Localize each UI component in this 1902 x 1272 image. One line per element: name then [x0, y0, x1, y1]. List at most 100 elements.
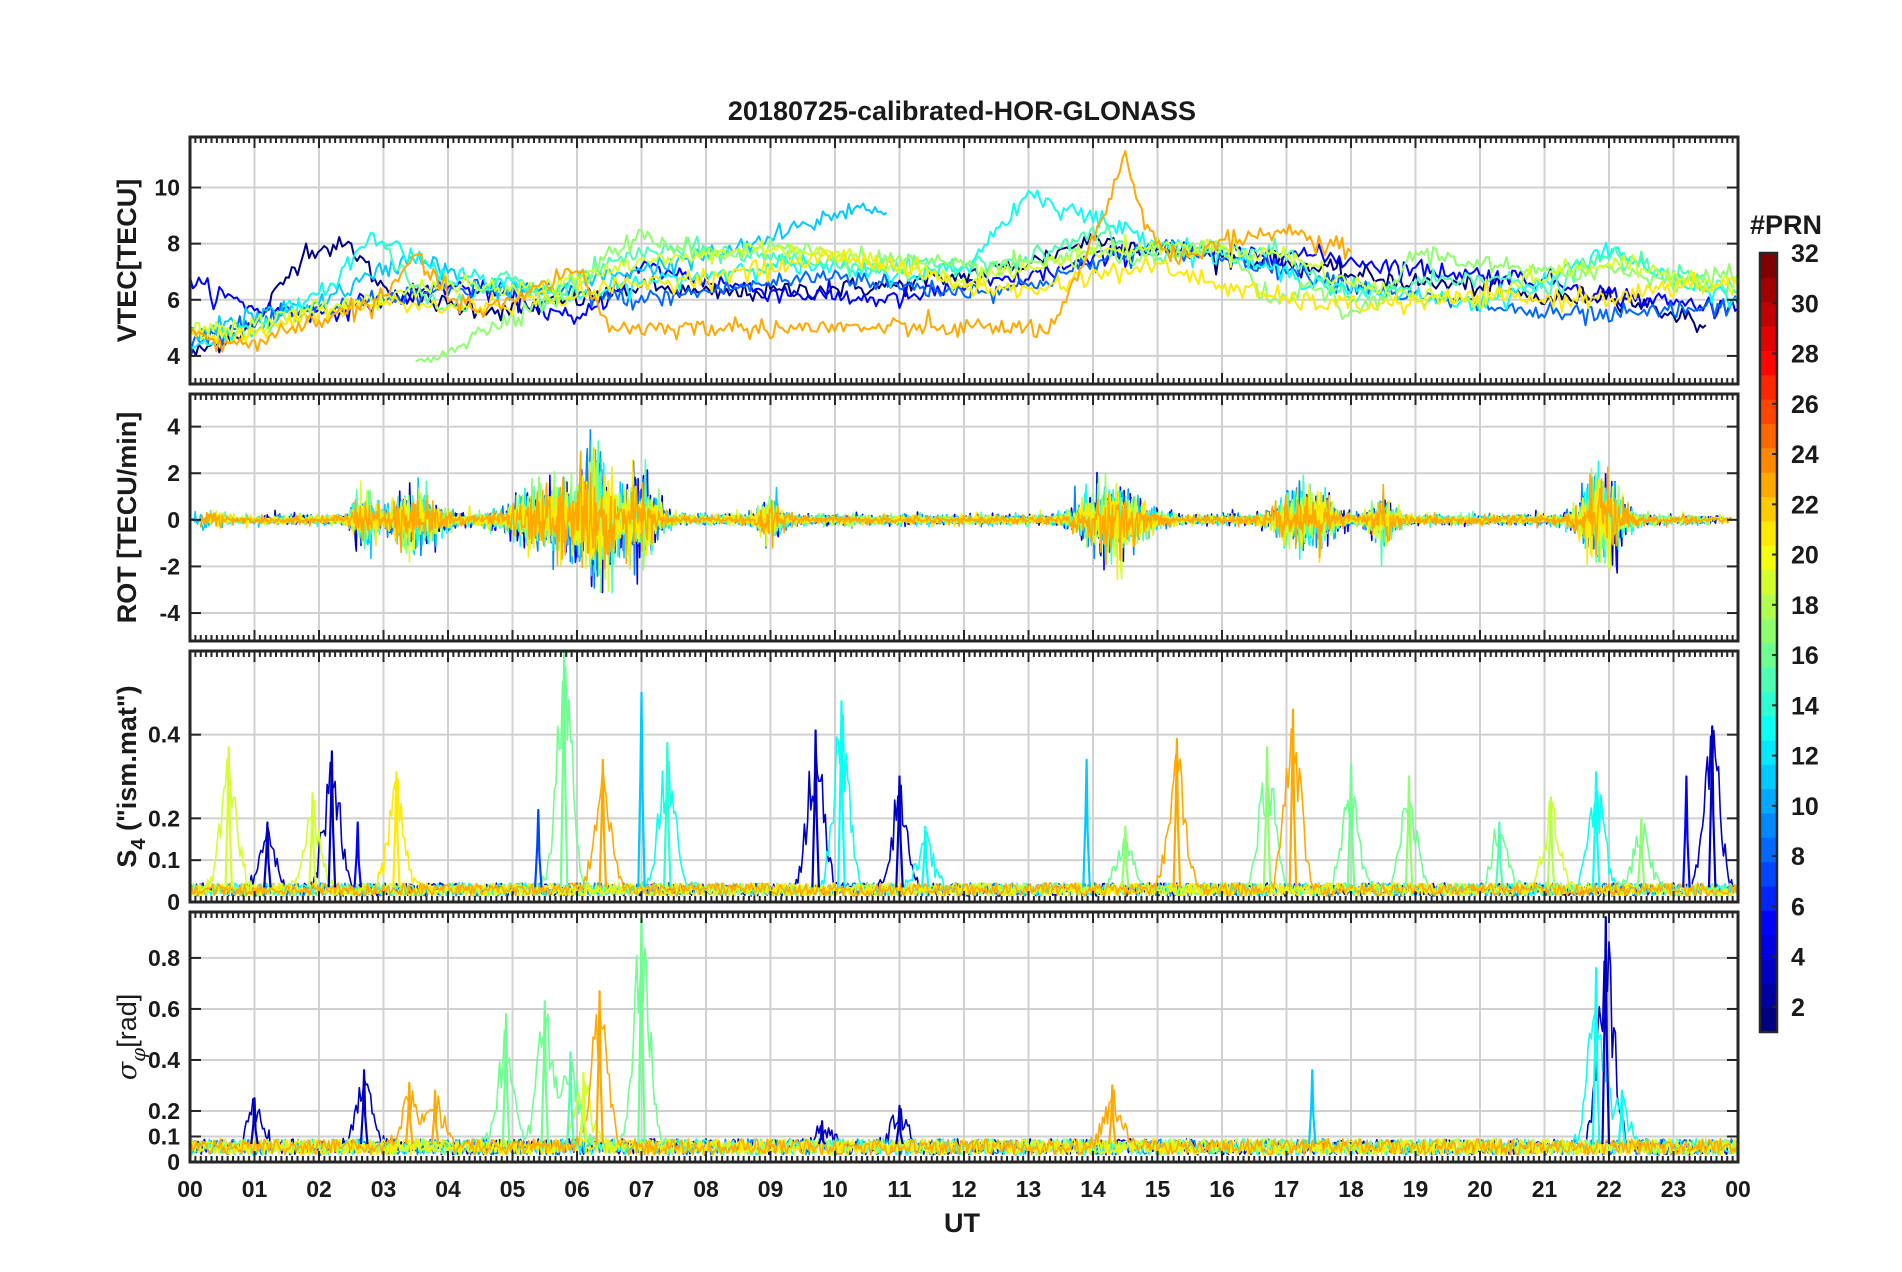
x-tick-label: 03: [371, 1176, 397, 1202]
plot-area-rot: [191, 428, 1733, 594]
colorbar-swatch: [1760, 569, 1777, 595]
colorbar-swatch: [1760, 374, 1777, 400]
colorbar-label: #PRN: [1750, 210, 1822, 240]
series-prn-9: [309, 428, 1615, 589]
series-prn-23: [190, 1008, 1738, 1156]
y-tick-label: 2: [167, 460, 180, 486]
peak-17: [1172, 737, 1182, 888]
peak-3: [327, 750, 337, 888]
colorbar-swatch: [1760, 545, 1777, 571]
x-tick-label: 15: [1145, 1176, 1171, 1202]
x-tick-label: 07: [629, 1176, 655, 1202]
peak-0: [250, 1097, 259, 1145]
colorbar-swatch: [1760, 812, 1777, 838]
colorbar-swatch: [1760, 715, 1777, 741]
series-prn-21: [190, 248, 1738, 345]
peak-2: [405, 1081, 414, 1145]
peak-8: [598, 758, 608, 888]
peak-15: [1082, 758, 1091, 888]
y-axis-label-s4: S4 ("ism.mat"): [112, 685, 150, 867]
colorbar-tick-label: 14: [1791, 692, 1819, 720]
colorbar-tick-label: 18: [1791, 592, 1819, 620]
colorbar-tick-label: 24: [1791, 441, 1819, 469]
colorbar-tick-label: 32: [1791, 240, 1819, 268]
grid-s4: [190, 651, 1738, 902]
colorbar-tick-label: 2: [1791, 994, 1805, 1022]
peak-3: [430, 1089, 440, 1145]
colorbar-swatch: [1760, 496, 1777, 522]
peak-1: [263, 821, 272, 888]
x-tick-labels: 00 01 02 03 04 05 06 07 08 09 10 11 12 13 14 15 16 17 18 19…: [177, 1176, 1751, 1202]
peak-7: [579, 1071, 588, 1145]
colorbar-swatch: [1760, 885, 1777, 911]
ticks-sigma: [189, 912, 1739, 1163]
y-tick-label: 0: [167, 507, 180, 533]
y-tick-label: 0: [167, 889, 180, 915]
peak-11: [811, 729, 820, 888]
x-tick-label: 01: [242, 1176, 268, 1202]
colorbar-swatch: [1760, 447, 1777, 473]
y-tick-label: -4: [160, 600, 181, 626]
x-tick-label: 06: [564, 1176, 590, 1202]
y-tick-label: 0.4: [148, 1047, 180, 1073]
colorbar-swatch: [1760, 958, 1777, 984]
colorbar-tick-label: 16: [1791, 642, 1819, 670]
peak-16: [1617, 1089, 1627, 1145]
panel-sigma: 00.10.2 0.4 0.6 0.8 σφ[rad]: [112, 910, 1740, 1175]
colorbar-swatch: [1760, 642, 1777, 668]
colorbar-swatch: [1760, 423, 1777, 449]
peak-18: [1262, 746, 1272, 888]
peak-13: [1308, 1069, 1317, 1145]
colorbar-swatch: [1760, 934, 1777, 960]
colorbar-swatch: [1760, 253, 1777, 278]
y-tick-label: 6: [167, 287, 180, 313]
peak-12: [837, 700, 846, 888]
colorbar-swatch: [1760, 837, 1777, 863]
x-tick-label: 10: [822, 1176, 848, 1202]
x-tick-label: 21: [1532, 1176, 1558, 1202]
peak-10: [817, 1120, 827, 1145]
x-axis-label: UT: [944, 1208, 980, 1238]
colorbar-swatch: [1760, 666, 1777, 692]
colorbar-swatch: [1760, 301, 1777, 327]
x-tick-label: 20: [1467, 1176, 1493, 1202]
panel-rot: -4 -2 0 2 4 ROT [TECU/min]: [112, 392, 1740, 643]
peak-26: [1682, 775, 1691, 888]
series-prn-5: [276, 468, 1723, 594]
y-tick-label: 0.2: [148, 805, 180, 831]
colorbar-swatch: [1760, 399, 1777, 425]
colorbar-swatch: [1760, 326, 1777, 351]
colorbar-tick-label: 20: [1791, 542, 1819, 570]
peak-16: [1120, 825, 1130, 888]
colorbar-tick-label: 22: [1791, 491, 1819, 519]
y-tick-label: 0.2: [148, 1098, 180, 1124]
series-prn-19: [190, 234, 1738, 344]
peak-19: [1288, 708, 1298, 888]
y-tick-label: 0.1: [148, 847, 180, 873]
peak-2: [308, 792, 317, 888]
y-tick-label: 0.1: [148, 1123, 180, 1149]
peak-24: [1591, 771, 1601, 888]
x-tick-label: 00: [177, 1176, 203, 1202]
peak-22: [1495, 821, 1504, 888]
peak-4: [501, 1012, 511, 1145]
peak-7: [559, 651, 569, 888]
x-tick-label: 18: [1338, 1176, 1364, 1202]
y-tick-label: 0.6: [148, 996, 180, 1022]
peak-21: [1404, 775, 1414, 888]
y-tick-label: 4: [167, 414, 180, 440]
peak-27: [1707, 725, 1717, 888]
colorbar-swatch: [1760, 861, 1777, 887]
x-tick-label: 12: [951, 1176, 977, 1202]
y-tick-label: 0.8: [148, 945, 180, 971]
y-axis-label-vtec: VTEC[TECU]: [112, 179, 142, 343]
panel-vtec: 4 6 8 10 VTEC[TECU]: [112, 135, 1740, 386]
y-axis-label-rot: ROT [TECU/min]: [112, 412, 142, 623]
colorbar-tick-label: 12: [1791, 743, 1819, 771]
x-tick-label: 09: [758, 1176, 784, 1202]
peak-13: [895, 775, 904, 888]
peak-9: [637, 691, 646, 888]
x-tick-label: 08: [693, 1176, 719, 1202]
colorbar-swatch: [1760, 1007, 1777, 1033]
